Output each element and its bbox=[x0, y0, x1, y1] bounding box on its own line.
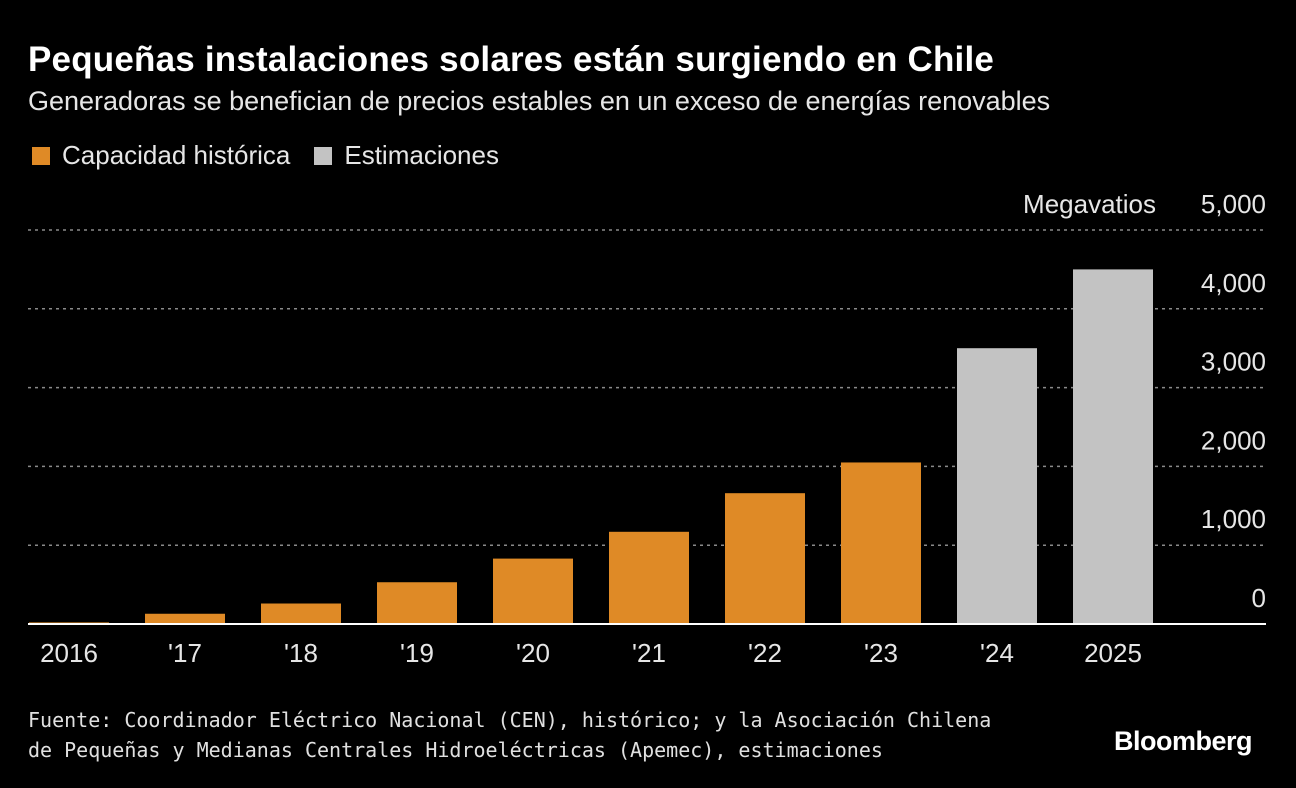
bar-historical bbox=[377, 582, 457, 624]
x-tick-label: '23 bbox=[864, 638, 898, 668]
bar-chart: 0 1,000 2,000 3,000 4,000 5,000 Megavatios 2016… bbox=[28, 189, 1266, 668]
y-tick-label: 1,000 bbox=[1201, 504, 1266, 534]
y-tick-label: 2,000 bbox=[1201, 425, 1266, 455]
legend: Capacidad histórica Estimaciones bbox=[32, 140, 523, 171]
legend-item-historical: Capacidad histórica bbox=[32, 140, 290, 171]
bar-estimate bbox=[1073, 269, 1153, 624]
unit-label: Megavatios bbox=[1023, 189, 1156, 219]
y-tick-label: 0 bbox=[1252, 583, 1266, 613]
legend-label-historical: Capacidad histórica bbox=[62, 140, 291, 170]
x-tick-label: 2025 bbox=[1084, 638, 1142, 668]
bar-historical bbox=[609, 531, 689, 624]
bar-historical bbox=[261, 603, 341, 624]
bar-historical bbox=[725, 493, 805, 624]
bar-historical bbox=[841, 462, 921, 624]
x-tick-label: '24 bbox=[980, 638, 1014, 668]
x-tick-label: '22 bbox=[748, 638, 782, 668]
source-line-1: Fuente: Coordinador Eléctrico Nacional (… bbox=[28, 708, 992, 732]
bar-historical bbox=[145, 613, 225, 624]
x-tick-label: '19 bbox=[400, 638, 434, 668]
x-tick-label: '17 bbox=[168, 638, 202, 668]
y-tick-label: 4,000 bbox=[1201, 268, 1266, 298]
bloomberg-logo: Bloomberg bbox=[1114, 726, 1253, 756]
legend-label-estimates: Estimaciones bbox=[344, 140, 499, 170]
bar-estimate bbox=[957, 348, 1037, 624]
x-tick-label: 2016 bbox=[40, 638, 98, 668]
source-line-2: de Pequeñas y Medianas Centrales Hidroel… bbox=[28, 738, 883, 762]
source-note: Fuente: Coordinador Eléctrico Nacional (… bbox=[28, 705, 991, 765]
legend-swatch-historical bbox=[32, 146, 50, 165]
legend-item-estimates: Estimaciones bbox=[314, 140, 499, 171]
chart-title: Pequeñas instalaciones solares están sur… bbox=[28, 40, 995, 79]
y-tick-label: 3,000 bbox=[1201, 347, 1266, 377]
bar-historical bbox=[493, 558, 573, 624]
x-tick-label: '18 bbox=[284, 638, 318, 668]
x-tick-label: '21 bbox=[632, 638, 666, 668]
y-tick-label: 5,000 bbox=[1201, 189, 1266, 219]
chart-subtitle: Generadoras se benefician de precios est… bbox=[28, 86, 1051, 116]
x-tick-label: '20 bbox=[516, 638, 550, 668]
legend-swatch-estimates bbox=[314, 146, 333, 165]
